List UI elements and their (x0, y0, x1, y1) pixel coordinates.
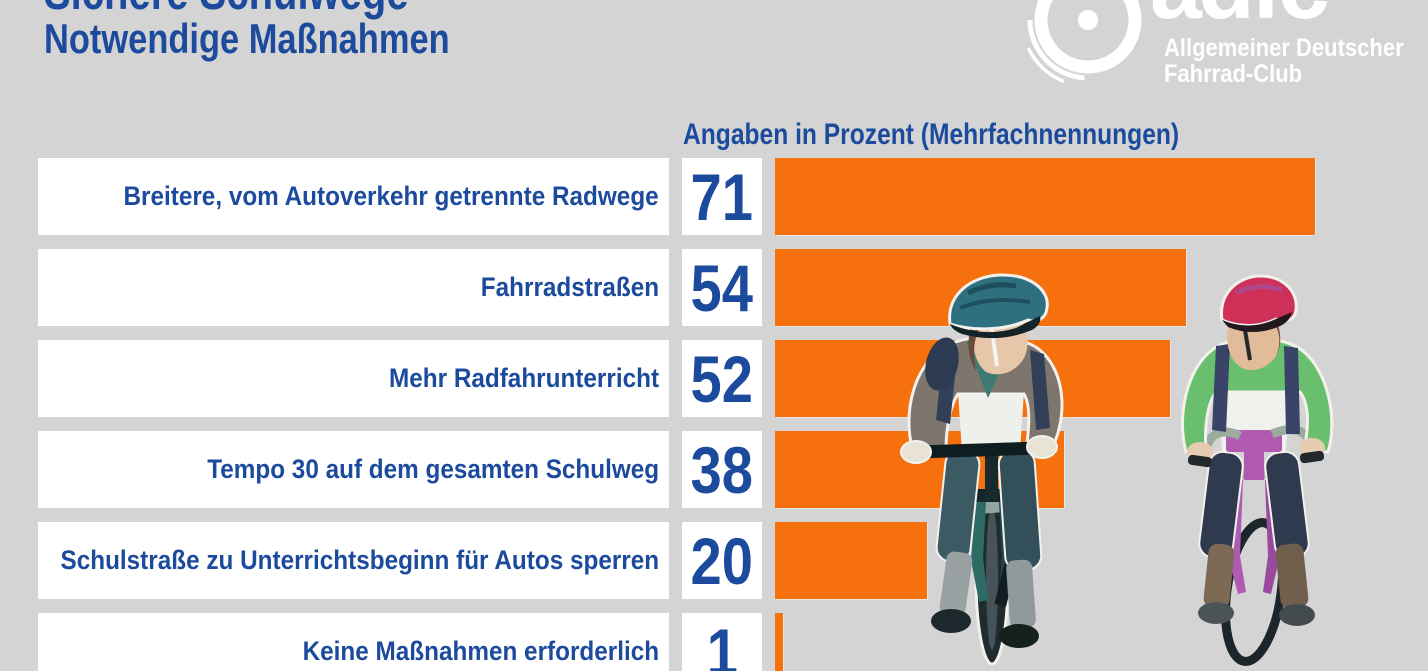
value-box: 1 (682, 613, 762, 671)
category-label: Fahrradstraßen (480, 272, 659, 302)
adfc-brand-wordmark: adfc (1150, 0, 1330, 34)
chart-row: Schulstraße zu Unterrichtsbeginn für Aut… (38, 522, 1315, 599)
adfc-wheel-icon (1020, 0, 1156, 88)
category-label-box: Mehr Radfahrunterricht (38, 340, 669, 417)
value-label: 71 (690, 159, 754, 234)
adfc-org-line1: Allgemeiner Deutscher (1164, 34, 1404, 62)
value-label: 54 (690, 250, 754, 325)
value-label: 20 (690, 523, 754, 598)
category-label: Keine Maßnahmen erforderlich (302, 636, 659, 666)
adfc-org-line2: Fahrrad-Club (1164, 60, 1303, 88)
value-box: 71 (682, 158, 762, 235)
category-label: Breitere, vom Autoverkehr getrennte Radw… (123, 181, 659, 211)
category-label-box: Tempo 30 auf dem gesamten Schulweg (38, 431, 669, 508)
left-child-on-bike (900, 273, 1064, 666)
bar (775, 522, 928, 599)
value-label: 52 (690, 341, 754, 416)
category-label-box: Keine Maßnahmen erforderlich (38, 613, 669, 671)
page-title: Sichere Schulwege (44, 0, 409, 17)
value-box: 38 (682, 431, 762, 508)
bar (775, 613, 783, 671)
value-label: 1 (706, 614, 738, 671)
value-box: 54 (682, 249, 762, 326)
category-label-box: Breitere, vom Autoverkehr getrennte Radw… (38, 158, 669, 235)
chart-row: Fahrradstraßen 54 (38, 249, 1315, 326)
chart-row: Breitere, vom Autoverkehr getrennte Radw… (38, 158, 1315, 235)
bar-chart: Breitere, vom Autoverkehr getrennte Radw… (38, 158, 1315, 671)
category-label-box: Schulstraße zu Unterrichtsbeginn für Aut… (38, 522, 669, 599)
children-cycling-illustration (900, 273, 1334, 666)
value-label: 38 (690, 432, 754, 507)
page-subtitle: Notwendige Maßnahmen (44, 15, 450, 62)
category-label: Mehr Radfahrunterricht (388, 363, 659, 393)
category-label-box: Fahrradstraßen (38, 249, 669, 326)
bar (775, 158, 1315, 235)
value-box: 20 (682, 522, 762, 599)
chart-title: Angaben in Prozent (Mehrfachnennungen) (683, 118, 1180, 151)
chart-row: Tempo 30 auf dem gesamten Schulweg 38 (38, 431, 1315, 508)
value-box: 52 (682, 340, 762, 417)
chart-row: Keine Maßnahmen erforderlich 1 (38, 613, 1315, 671)
category-label: Schulstraße zu Unterrichtsbeginn für Aut… (60, 545, 659, 575)
category-label: Tempo 30 auf dem gesamten Schulweg (207, 454, 659, 484)
right-child-on-bike (1181, 274, 1334, 666)
